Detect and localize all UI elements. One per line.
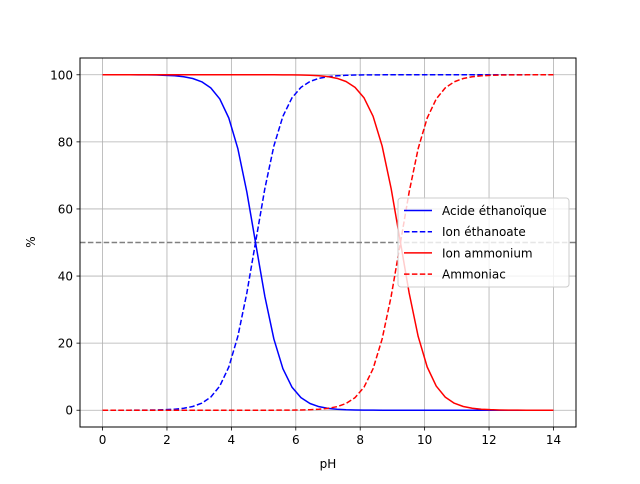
series-line-4 [102,74,554,411]
legend: Acide éthanoïque Ion éthanoate Ion ammoniu… [397,197,570,288]
y-axis-label: % [24,236,38,247]
x-tick-label: 14 [546,433,561,447]
x-tick-label: 12 [481,433,496,447]
legend-label: Acide éthanoïque [442,204,547,218]
y-tick-label: 80 [58,135,73,149]
x-tick-label: 0 [99,433,107,447]
x-axis-label: pH [320,457,337,471]
series-line-3 [102,74,554,411]
x-tick-label: 8 [356,433,364,447]
y-tick-label: 20 [58,337,73,351]
y-tick-label: 100 [50,68,73,82]
series-layer [102,74,554,411]
x-tick-label: 6 [292,433,300,447]
x-tick-label: 2 [163,433,171,447]
plot-frame [79,57,577,428]
y-tick-label: 40 [58,270,73,284]
legend-label: Ion éthanoate [442,225,526,239]
legend-box [397,197,570,288]
legend-label: Ion ammonium [442,246,533,260]
x-tick-label: 10 [417,433,432,447]
y-tick-label: 60 [58,202,73,216]
ticks: 0 2 4 6 8 10 12 14 0 20 40 60 80 100 [50,68,561,447]
legend-label: Ammoniac [442,268,506,282]
x-tick-label: 4 [228,433,236,447]
y-tick-label: 0 [65,404,73,418]
